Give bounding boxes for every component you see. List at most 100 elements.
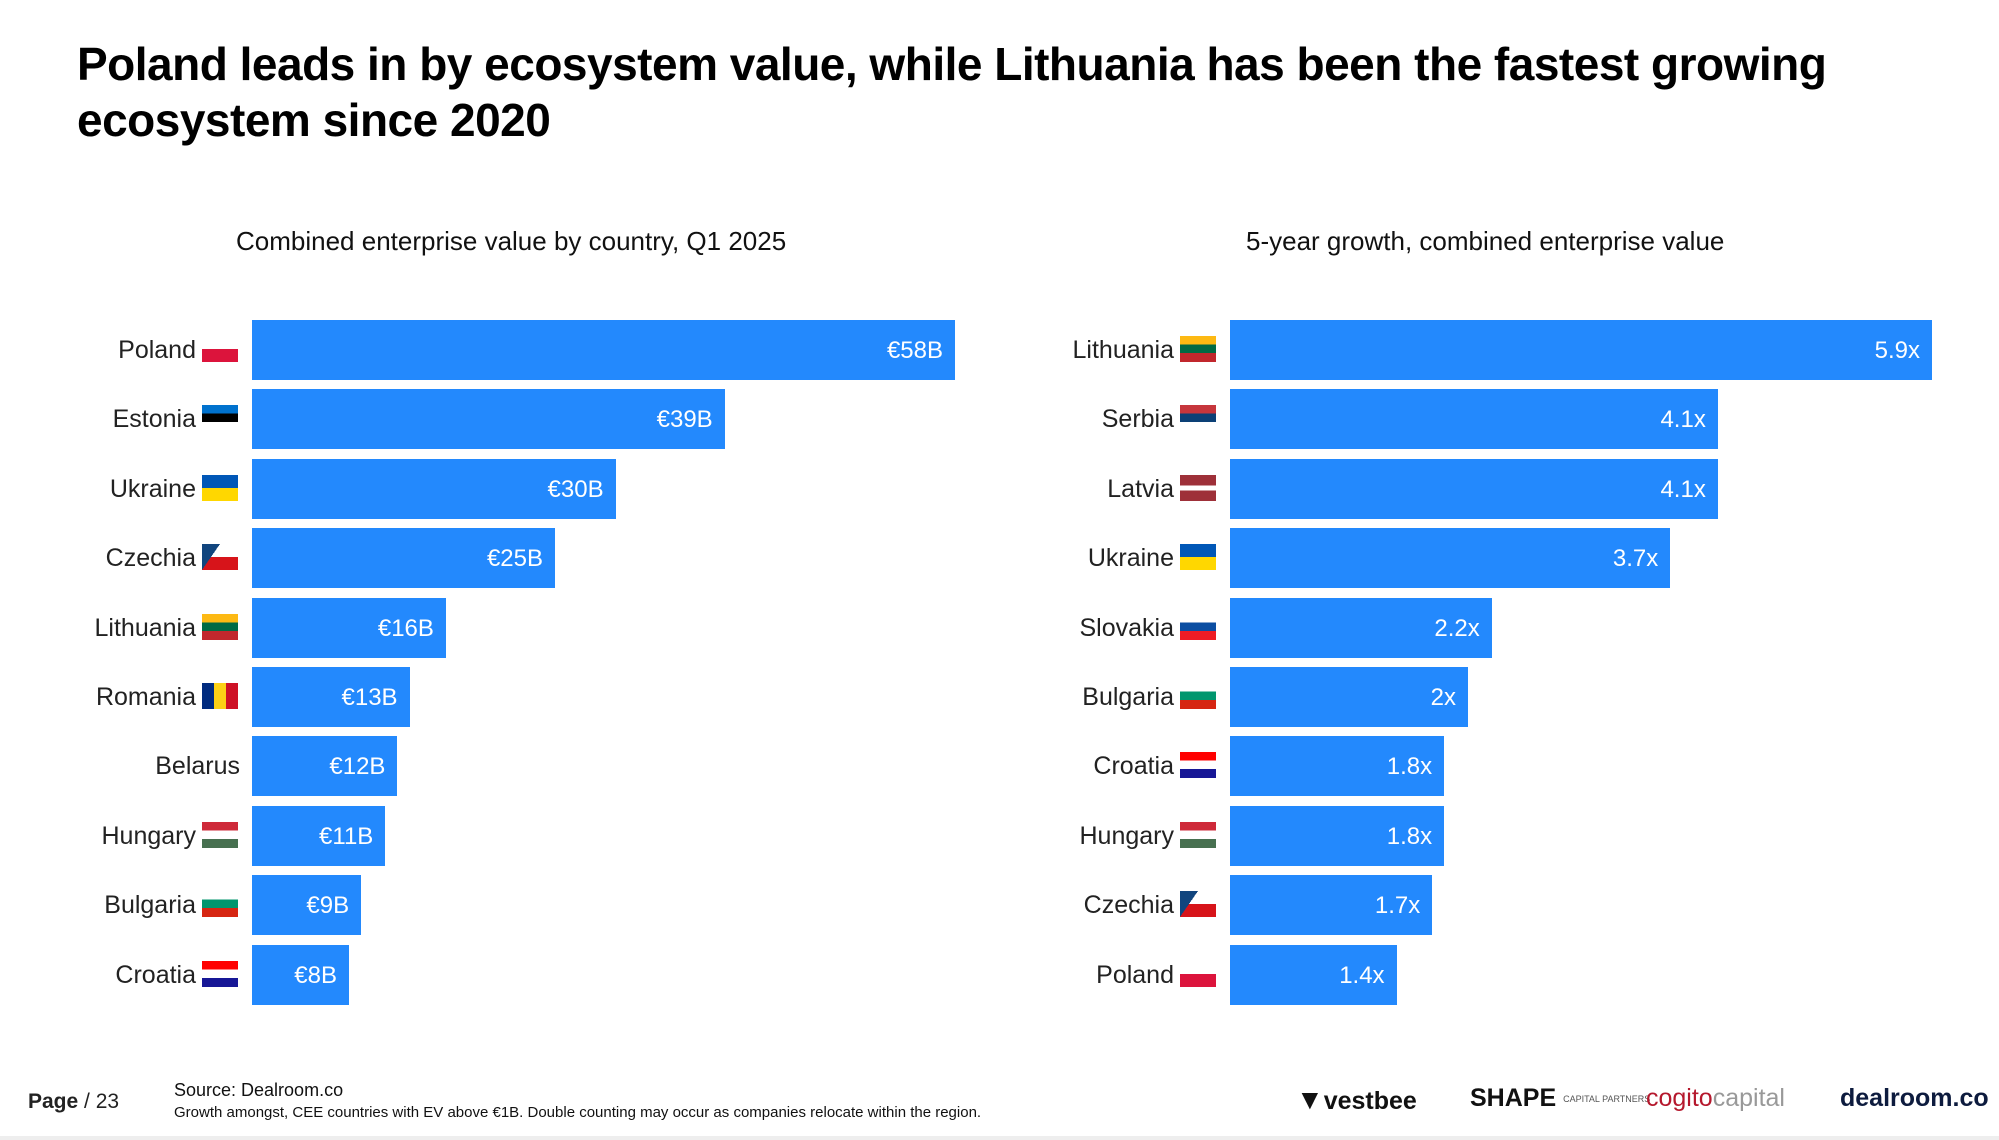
page-indicator: Page / 23 [28, 1090, 119, 1114]
data-label: 1.7x [1374, 892, 1421, 920]
data-label: €16B [377, 614, 434, 642]
category-label: Latvia [1107, 474, 1174, 503]
bar: 1.8x [1230, 805, 1445, 866]
flag-bulgaria-icon [1180, 683, 1216, 709]
data-label: €13B [341, 684, 398, 711]
bar-row: Lithuania 5.9x [1000, 320, 1999, 380]
shape-logo: SHAPE CAPITAL PARTNERS [1470, 1084, 1651, 1112]
category-label: Ukraine [109, 474, 196, 503]
bar: €16B [252, 597, 446, 658]
bar-row: Czechia €25B [0, 528, 1000, 589]
bar: €11B [252, 805, 386, 866]
category-label: Estonia [112, 405, 196, 434]
bar: €9B [252, 875, 362, 936]
category-label: Romania [95, 683, 196, 711]
bar-row: Ukraine 3.7x [1000, 528, 1999, 589]
data-label: 1.8x [1386, 753, 1433, 781]
dealroom-logo: dealroom.co [1840, 1084, 1989, 1112]
category-label: Hungary [101, 821, 197, 850]
bar-row: Bulgaria €9B [0, 875, 1000, 936]
bar-row: Hungary €11B [0, 805, 1000, 866]
flag-croatia-icon [1180, 752, 1216, 779]
bar: €12B [252, 736, 398, 797]
flag-serbia-icon [1180, 405, 1216, 432]
bar-row: Lithuania €16B [0, 597, 1000, 658]
bar-row: Poland 1.4x [1000, 944, 1999, 1005]
bar: €30B [252, 458, 616, 519]
category-label: Ukraine [1087, 544, 1174, 573]
data-label: €30B [547, 475, 604, 503]
category-label: Lithuania [1072, 336, 1174, 364]
data-label: €11B [319, 822, 374, 850]
category-label: Poland [1096, 960, 1174, 989]
flag-poland-icon [202, 336, 238, 362]
bar: 2x [1230, 667, 1468, 727]
flag-ukraine-icon [1180, 544, 1216, 571]
ev-bar-chart: Poland €58B Estonia €39B Ukraine €30B Czechia €… [0, 320, 1000, 1020]
category-label: Bulgaria [104, 891, 196, 920]
flag-bulgaria-icon [202, 891, 238, 918]
flag-latvia-icon [1180, 474, 1216, 501]
data-label: €58B [886, 337, 943, 364]
bar: 3.7x [1230, 528, 1671, 589]
source-text: Source: Dealroom.co [174, 1080, 344, 1100]
page-number: / 23 [84, 1090, 120, 1113]
data-label: €39B [656, 406, 713, 434]
bar: €13B [252, 667, 410, 727]
bar: €25B [252, 528, 556, 589]
category-label: Serbia [1101, 405, 1174, 434]
data-label: 5.9x [1874, 337, 1920, 364]
category-label: Lithuania [94, 613, 196, 642]
category-label: Croatia [115, 960, 196, 989]
category-label: Croatia [1093, 752, 1174, 781]
bar: 4.1x [1230, 389, 1718, 450]
flag-lithuania-icon [1180, 336, 1216, 362]
bar-row: Hungary 1.8x [1000, 805, 1999, 866]
flag-czechia-icon [1180, 891, 1216, 918]
bar-row: Belarus €12B [0, 736, 1000, 797]
chart-title-growth: 5-year growth, combined enterprise value [1246, 226, 1725, 256]
category-label: Slovakia [1079, 613, 1175, 642]
data-label: 2.2x [1434, 614, 1480, 642]
bar: 1.8x [1230, 736, 1445, 797]
bar-row: Latvia 4.1x [1000, 458, 1999, 519]
cogito-logo: cogitocapital [1646, 1084, 1785, 1112]
data-label: 4.1x [1660, 406, 1706, 434]
footnote: Growth amongst, CEE countries with EV ab… [174, 1104, 982, 1121]
category-label: Belarus [155, 752, 240, 781]
data-label: 4.1x [1660, 475, 1706, 503]
bottom-divider [0, 1136, 1999, 1140]
flag-romania-icon [202, 683, 238, 709]
flag-estonia-icon [202, 405, 238, 432]
bar: €58B [252, 320, 955, 380]
flag-poland-icon [1180, 960, 1216, 987]
flag-lithuania-icon [202, 613, 238, 640]
bar-row: Ukraine €30B [0, 458, 1000, 519]
vestbee-logo: ▼vestbee [1296, 1084, 1417, 1115]
bar-row: Czechia 1.7x [1000, 875, 1999, 936]
flag-hungary-icon [1180, 821, 1216, 848]
bar-row: Serbia 4.1x [1000, 389, 1999, 450]
chart-title-ev: Combined enterprise value by country, Q1… [236, 226, 787, 256]
bar-row: Poland €58B [0, 320, 1000, 380]
category-label: Hungary [1079, 821, 1175, 850]
bar-row: Romania €13B [0, 667, 1000, 727]
bar: 4.1x [1230, 458, 1718, 519]
data-label: 2x [1430, 684, 1456, 711]
bar-row: Croatia 1.8x [1000, 736, 1999, 797]
bar: €8B [252, 944, 349, 1005]
category-label: Czechia [1083, 891, 1174, 920]
flag-ukraine-icon [202, 474, 238, 501]
bar-row: Bulgaria 2x [1000, 667, 1999, 727]
flag-hungary-icon [202, 821, 238, 848]
bar: 5.9x [1230, 320, 1932, 380]
flag-croatia-icon [202, 960, 238, 987]
data-label: 1.4x [1339, 961, 1385, 989]
category-label: Czechia [105, 544, 196, 573]
flag-czechia-icon [202, 544, 238, 571]
bar-row: Slovakia 2.2x [1000, 597, 1999, 658]
data-label: 3.7x [1612, 545, 1659, 573]
bar: €39B [252, 389, 725, 450]
category-label: Bulgaria [1082, 683, 1174, 711]
bar: 1.4x [1230, 944, 1397, 1005]
